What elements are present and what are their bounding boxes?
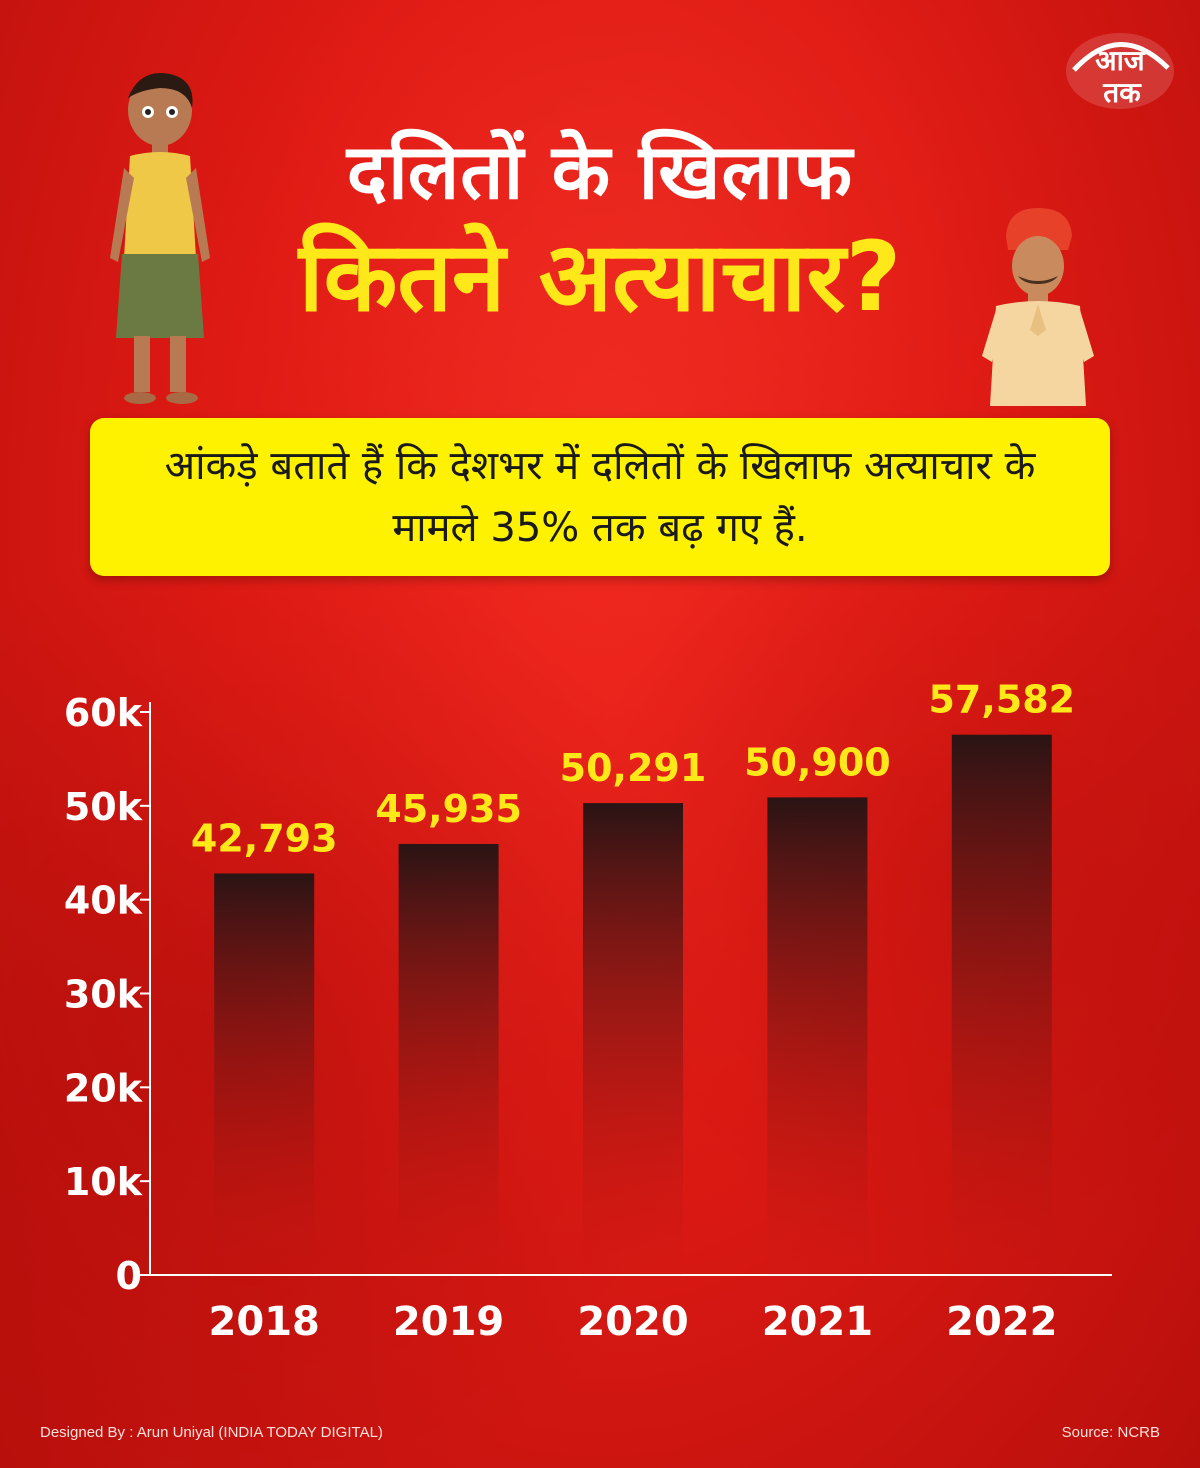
source-credit: Source: NCRB — [1061, 1424, 1160, 1441]
x-tick-label-2022: 2022 — [946, 1299, 1057, 1345]
x-tick-label-2018: 2018 — [209, 1299, 320, 1345]
page-title-line2: कितने अत्याचार? — [298, 221, 902, 333]
villager-man-illustration — [982, 208, 1094, 406]
y-tick-label: 60k — [64, 691, 143, 735]
x-tick-label-2020: 2020 — [577, 1299, 688, 1345]
bar-2021 — [767, 797, 868, 1275]
subtitle-box: आंकड़े बताते हैं कि देशभर में दलितों के … — [90, 418, 1110, 576]
bar-2018 — [214, 873, 315, 1275]
page-title-line1: दलितों के खिलाफ — [346, 127, 854, 216]
x-tick-label-2021: 2021 — [762, 1299, 873, 1345]
value-label-2021: 50,900 — [744, 740, 891, 784]
y-tick-label: 30k — [64, 973, 143, 1017]
logo-text-top: आज — [1095, 44, 1146, 77]
value-label-2020: 50,291 — [560, 746, 707, 790]
value-label-2019: 45,935 — [375, 787, 522, 831]
y-tick-label: 0 — [116, 1254, 142, 1298]
villager-boy-illustration — [110, 73, 210, 404]
bar-chart: 0 10k 20k 30k 40k 50k 60k 42,793 2018 45,935 2019 5… — [64, 678, 1112, 1345]
y-tick-label: 50k — [64, 785, 143, 829]
y-tick-label: 40k — [64, 879, 143, 923]
designer-credit: Designed By : Arun Uniyal (INDIA TODAY D… — [40, 1424, 383, 1441]
aaj-tak-logo: आज तक — [1066, 33, 1174, 109]
subtitle-text: आंकड़े बताते हैं कि देशभर में दलितों के … — [164, 443, 1036, 551]
bar-2019 — [398, 843, 499, 1275]
value-label-2018: 42,793 — [191, 816, 338, 860]
x-tick-label-2019: 2019 — [393, 1299, 504, 1345]
value-label-2022: 57,582 — [928, 678, 1075, 722]
bar-2020 — [583, 803, 683, 1275]
logo-text-bottom: तक — [1102, 76, 1142, 109]
y-tick-label: 20k — [64, 1066, 143, 1110]
bar-2022 — [951, 734, 1052, 1275]
y-tick-label: 10k — [64, 1160, 143, 1204]
